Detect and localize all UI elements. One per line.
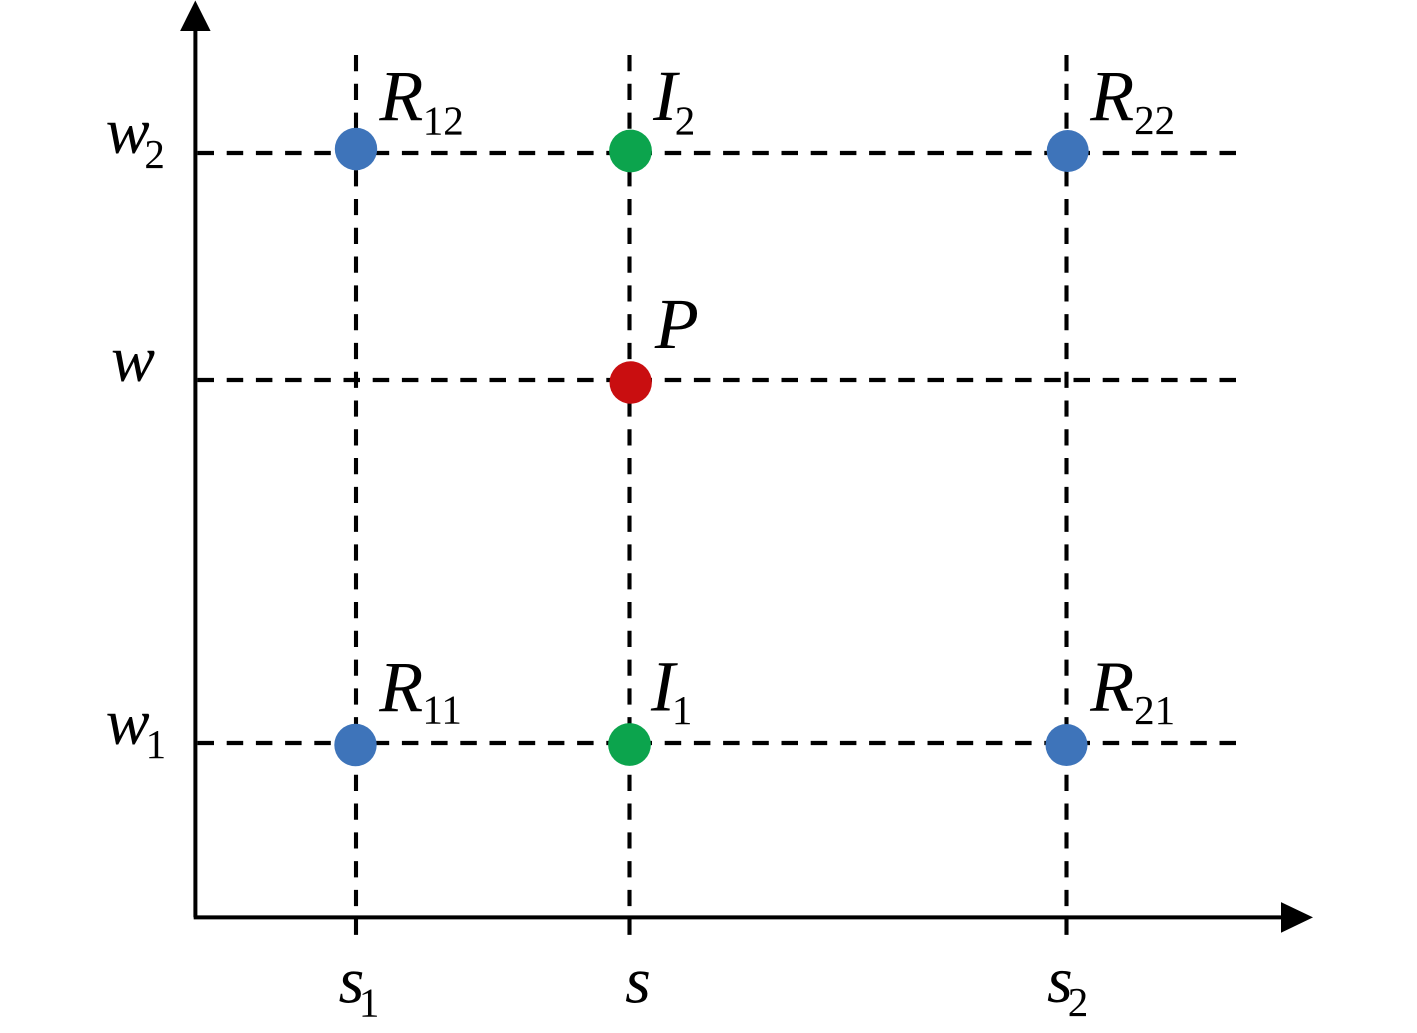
svg-text:21: 21 xyxy=(1134,687,1175,733)
svg-text:R: R xyxy=(1089,56,1134,136)
svg-text:R: R xyxy=(1089,647,1134,727)
svg-text:2: 2 xyxy=(1068,979,1089,1025)
svg-text:s: s xyxy=(1047,944,1073,1017)
svg-text:w: w xyxy=(106,95,150,168)
svg-text:w: w xyxy=(111,323,155,396)
svg-text:R: R xyxy=(378,56,423,136)
svg-text:1: 1 xyxy=(672,687,693,733)
svg-text:s: s xyxy=(339,945,365,1018)
svg-text:I: I xyxy=(650,647,678,727)
svg-text:2: 2 xyxy=(144,131,165,177)
svg-text:2: 2 xyxy=(675,97,696,143)
svg-text:s: s xyxy=(625,944,651,1017)
svg-text:12: 12 xyxy=(423,97,464,143)
svg-text:22: 22 xyxy=(1134,97,1175,143)
svg-text:w: w xyxy=(106,686,150,759)
svg-text:P: P xyxy=(654,284,699,364)
svg-text:1: 1 xyxy=(359,980,380,1026)
svg-text:1: 1 xyxy=(146,721,167,767)
svg-text:11: 11 xyxy=(422,687,461,733)
svg-text:R: R xyxy=(378,647,423,727)
svg-text:I: I xyxy=(652,56,680,136)
